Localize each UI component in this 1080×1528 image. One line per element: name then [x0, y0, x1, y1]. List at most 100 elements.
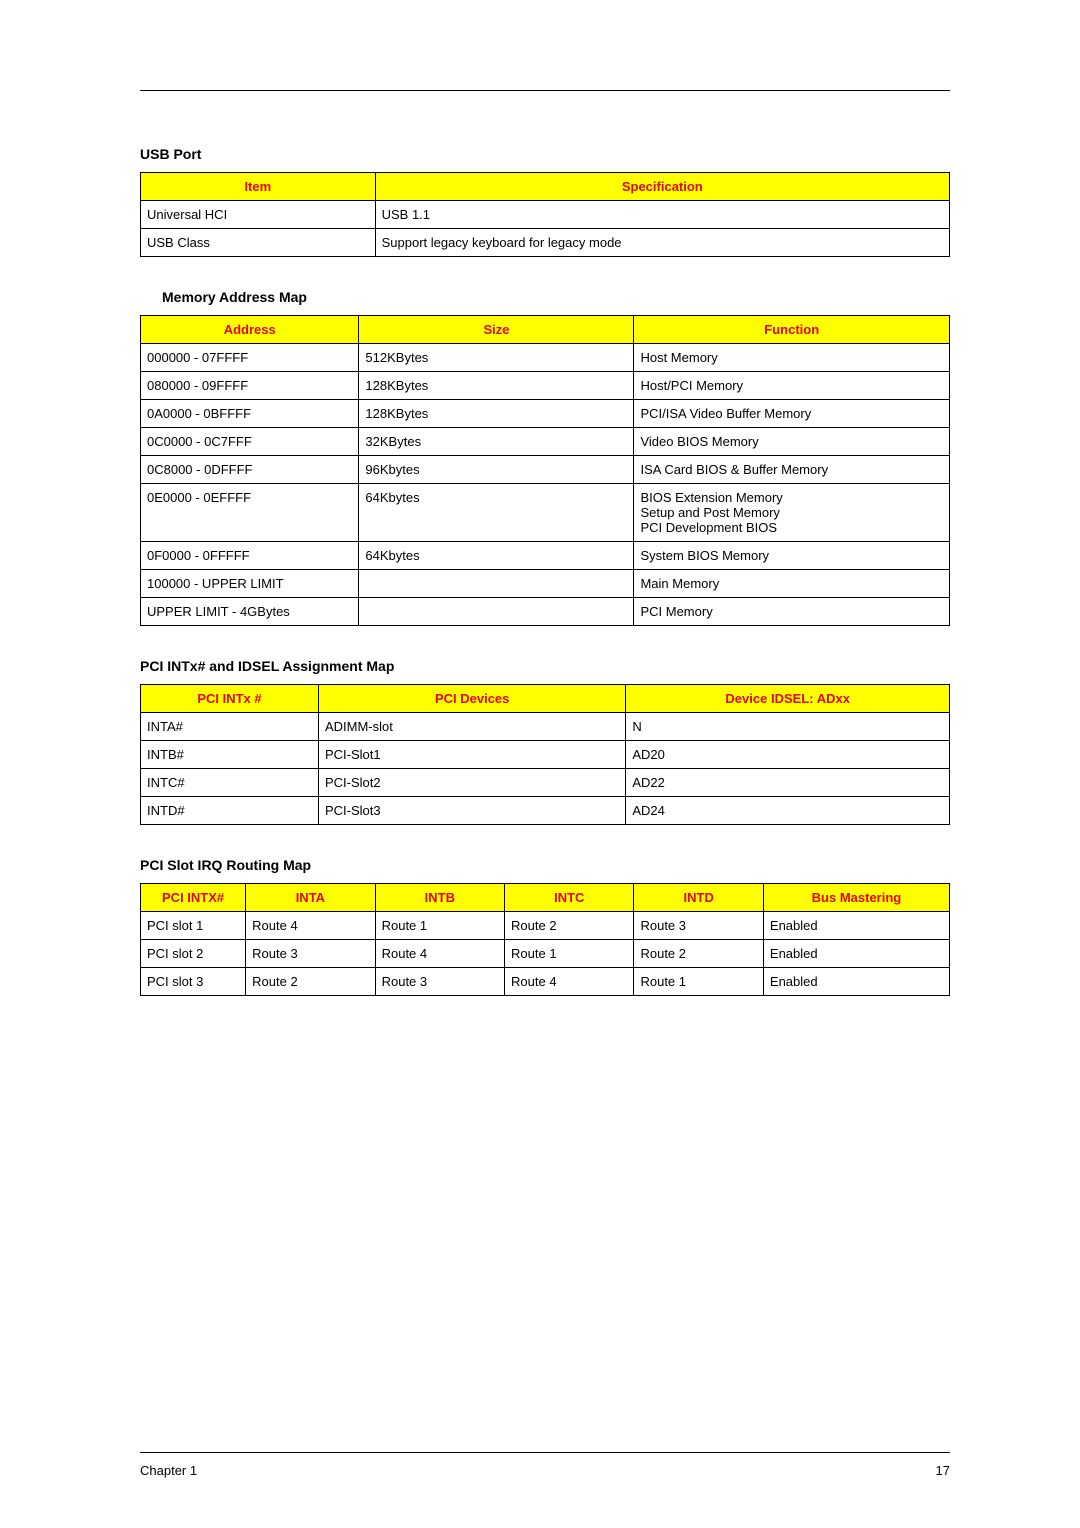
table-cell: Route 3: [375, 968, 504, 996]
memmap-table: AddressSizeFunction000000 - 07FFFF512KBy…: [140, 315, 950, 626]
table-row: PCI slot 3Route 2Route 3Route 4Route 1En…: [141, 968, 950, 996]
table-cell: 100000 - UPPER LIMIT: [141, 570, 359, 598]
idsel-table: PCI INTx #PCI DevicesDevice IDSEL: ADxxI…: [140, 684, 950, 825]
table-cell: System BIOS Memory: [634, 542, 950, 570]
table-cell: PCI slot 2: [141, 940, 246, 968]
table-cell: Route 2: [246, 968, 375, 996]
table-cell: USB 1.1: [375, 201, 949, 229]
table-header: Size: [359, 316, 634, 344]
table-header: PCI INTX#: [141, 884, 246, 912]
table-cell: 32KBytes: [359, 428, 634, 456]
table-header: Device IDSEL: ADxx: [626, 685, 950, 713]
table-row: 000000 - 07FFFF512KBytesHost Memory: [141, 344, 950, 372]
table-cell: Route 1: [375, 912, 504, 940]
table-cell: Route 2: [634, 940, 763, 968]
table-row: INTC#PCI-Slot2AD22: [141, 769, 950, 797]
table-cell: Host/PCI Memory: [634, 372, 950, 400]
table-cell: Route 3: [246, 940, 375, 968]
table-cell: Support legacy keyboard for legacy mode: [375, 229, 949, 257]
table-row: INTA#ADIMM-slotN: [141, 713, 950, 741]
table-cell: BIOS Extension MemorySetup and Post Memo…: [634, 484, 950, 542]
table-row: INTB#PCI-Slot1AD20: [141, 741, 950, 769]
top-rule: [140, 90, 950, 91]
table-cell: 64Kbytes: [359, 542, 634, 570]
table-cell: Main Memory: [634, 570, 950, 598]
table-header: INTB: [375, 884, 504, 912]
irq-title: PCI Slot IRQ Routing Map: [140, 857, 950, 873]
table-cell: 128KBytes: [359, 400, 634, 428]
table-cell: 0A0000 - 0BFFFF: [141, 400, 359, 428]
table-cell: PCI-Slot3: [318, 797, 625, 825]
table-cell: 0C0000 - 0C7FFF: [141, 428, 359, 456]
table-cell: Route 4: [375, 940, 504, 968]
table-cell: ADIMM-slot: [318, 713, 625, 741]
table-cell: [359, 570, 634, 598]
table-row: INTD#PCI-Slot3AD24: [141, 797, 950, 825]
table-cell: Route 3: [634, 912, 763, 940]
table-cell: INTB#: [141, 741, 319, 769]
table-header: PCI INTx #: [141, 685, 319, 713]
table-header: INTD: [634, 884, 763, 912]
table-cell: AD20: [626, 741, 950, 769]
table-cell: Route 4: [246, 912, 375, 940]
usb-table: ItemSpecificationUniversal HCIUSB 1.1USB…: [140, 172, 950, 257]
table-header: INTC: [505, 884, 634, 912]
table-header: Item: [141, 173, 376, 201]
table-row: 0E0000 - 0EFFFF64KbytesBIOS Extension Me…: [141, 484, 950, 542]
table-header: Function: [634, 316, 950, 344]
table-row: 0A0000 - 0BFFFF128KBytesPCI/ISA Video Bu…: [141, 400, 950, 428]
table-header: Specification: [375, 173, 949, 201]
table-cell: 0C8000 - 0DFFFF: [141, 456, 359, 484]
table-cell: PCI slot 1: [141, 912, 246, 940]
table-cell: INTD#: [141, 797, 319, 825]
table-cell: ISA Card BIOS & Buffer Memory: [634, 456, 950, 484]
table-cell: 64Kbytes: [359, 484, 634, 542]
table-cell: PCI-Slot2: [318, 769, 625, 797]
table-cell: PCI-Slot1: [318, 741, 625, 769]
table-cell: Video BIOS Memory: [634, 428, 950, 456]
table-cell: Route 1: [634, 968, 763, 996]
table-row: UPPER LIMIT - 4GBytes PCI Memory: [141, 598, 950, 626]
footer-page: 17: [936, 1463, 950, 1478]
table-cell: [359, 598, 634, 626]
table-cell: Enabled: [763, 968, 949, 996]
table-cell: Host Memory: [634, 344, 950, 372]
table-cell: UPPER LIMIT - 4GBytes: [141, 598, 359, 626]
table-cell: 96Kbytes: [359, 456, 634, 484]
table-cell: N: [626, 713, 950, 741]
table-cell: Enabled: [763, 912, 949, 940]
table-row: 0C0000 - 0C7FFF32KBytesVideo BIOS Memory: [141, 428, 950, 456]
table-cell: Universal HCI: [141, 201, 376, 229]
table-cell: AD24: [626, 797, 950, 825]
table-cell: PCI Memory: [634, 598, 950, 626]
table-cell: Route 4: [505, 968, 634, 996]
table-cell: INTA#: [141, 713, 319, 741]
table-row: 100000 - UPPER LIMIT Main Memory: [141, 570, 950, 598]
table-header: Address: [141, 316, 359, 344]
memmap-title: Memory Address Map: [140, 289, 950, 305]
table-cell: 0E0000 - 0EFFFF: [141, 484, 359, 542]
table-cell: PCI slot 3: [141, 968, 246, 996]
table-row: PCI slot 1Route 4Route 1Route 2Route 3En…: [141, 912, 950, 940]
table-cell: 0F0000 - 0FFFFF: [141, 542, 359, 570]
table-row: PCI slot 2Route 3Route 4Route 1Route 2En…: [141, 940, 950, 968]
table-row: USB ClassSupport legacy keyboard for leg…: [141, 229, 950, 257]
table-cell: Route 1: [505, 940, 634, 968]
table-cell: USB Class: [141, 229, 376, 257]
table-cell: Enabled: [763, 940, 949, 968]
table-row: 0F0000 - 0FFFFF64KbytesSystem BIOS Memor…: [141, 542, 950, 570]
footer-chapter: Chapter 1: [140, 1463, 197, 1478]
table-header: PCI Devices: [318, 685, 625, 713]
table-cell: 128KBytes: [359, 372, 634, 400]
irq-table: PCI INTX#INTAINTBINTCINTDBus MasteringPC…: [140, 883, 950, 996]
table-cell: 512KBytes: [359, 344, 634, 372]
table-cell: AD22: [626, 769, 950, 797]
table-cell: INTC#: [141, 769, 319, 797]
table-cell: Route 2: [505, 912, 634, 940]
table-header: INTA: [246, 884, 375, 912]
table-cell: 080000 - 09FFFF: [141, 372, 359, 400]
table-row: 080000 - 09FFFF128KBytesHost/PCI Memory: [141, 372, 950, 400]
table-header: Bus Mastering: [763, 884, 949, 912]
table-cell: PCI/ISA Video Buffer Memory: [634, 400, 950, 428]
table-row: 0C8000 - 0DFFFF96KbytesISA Card BIOS & B…: [141, 456, 950, 484]
